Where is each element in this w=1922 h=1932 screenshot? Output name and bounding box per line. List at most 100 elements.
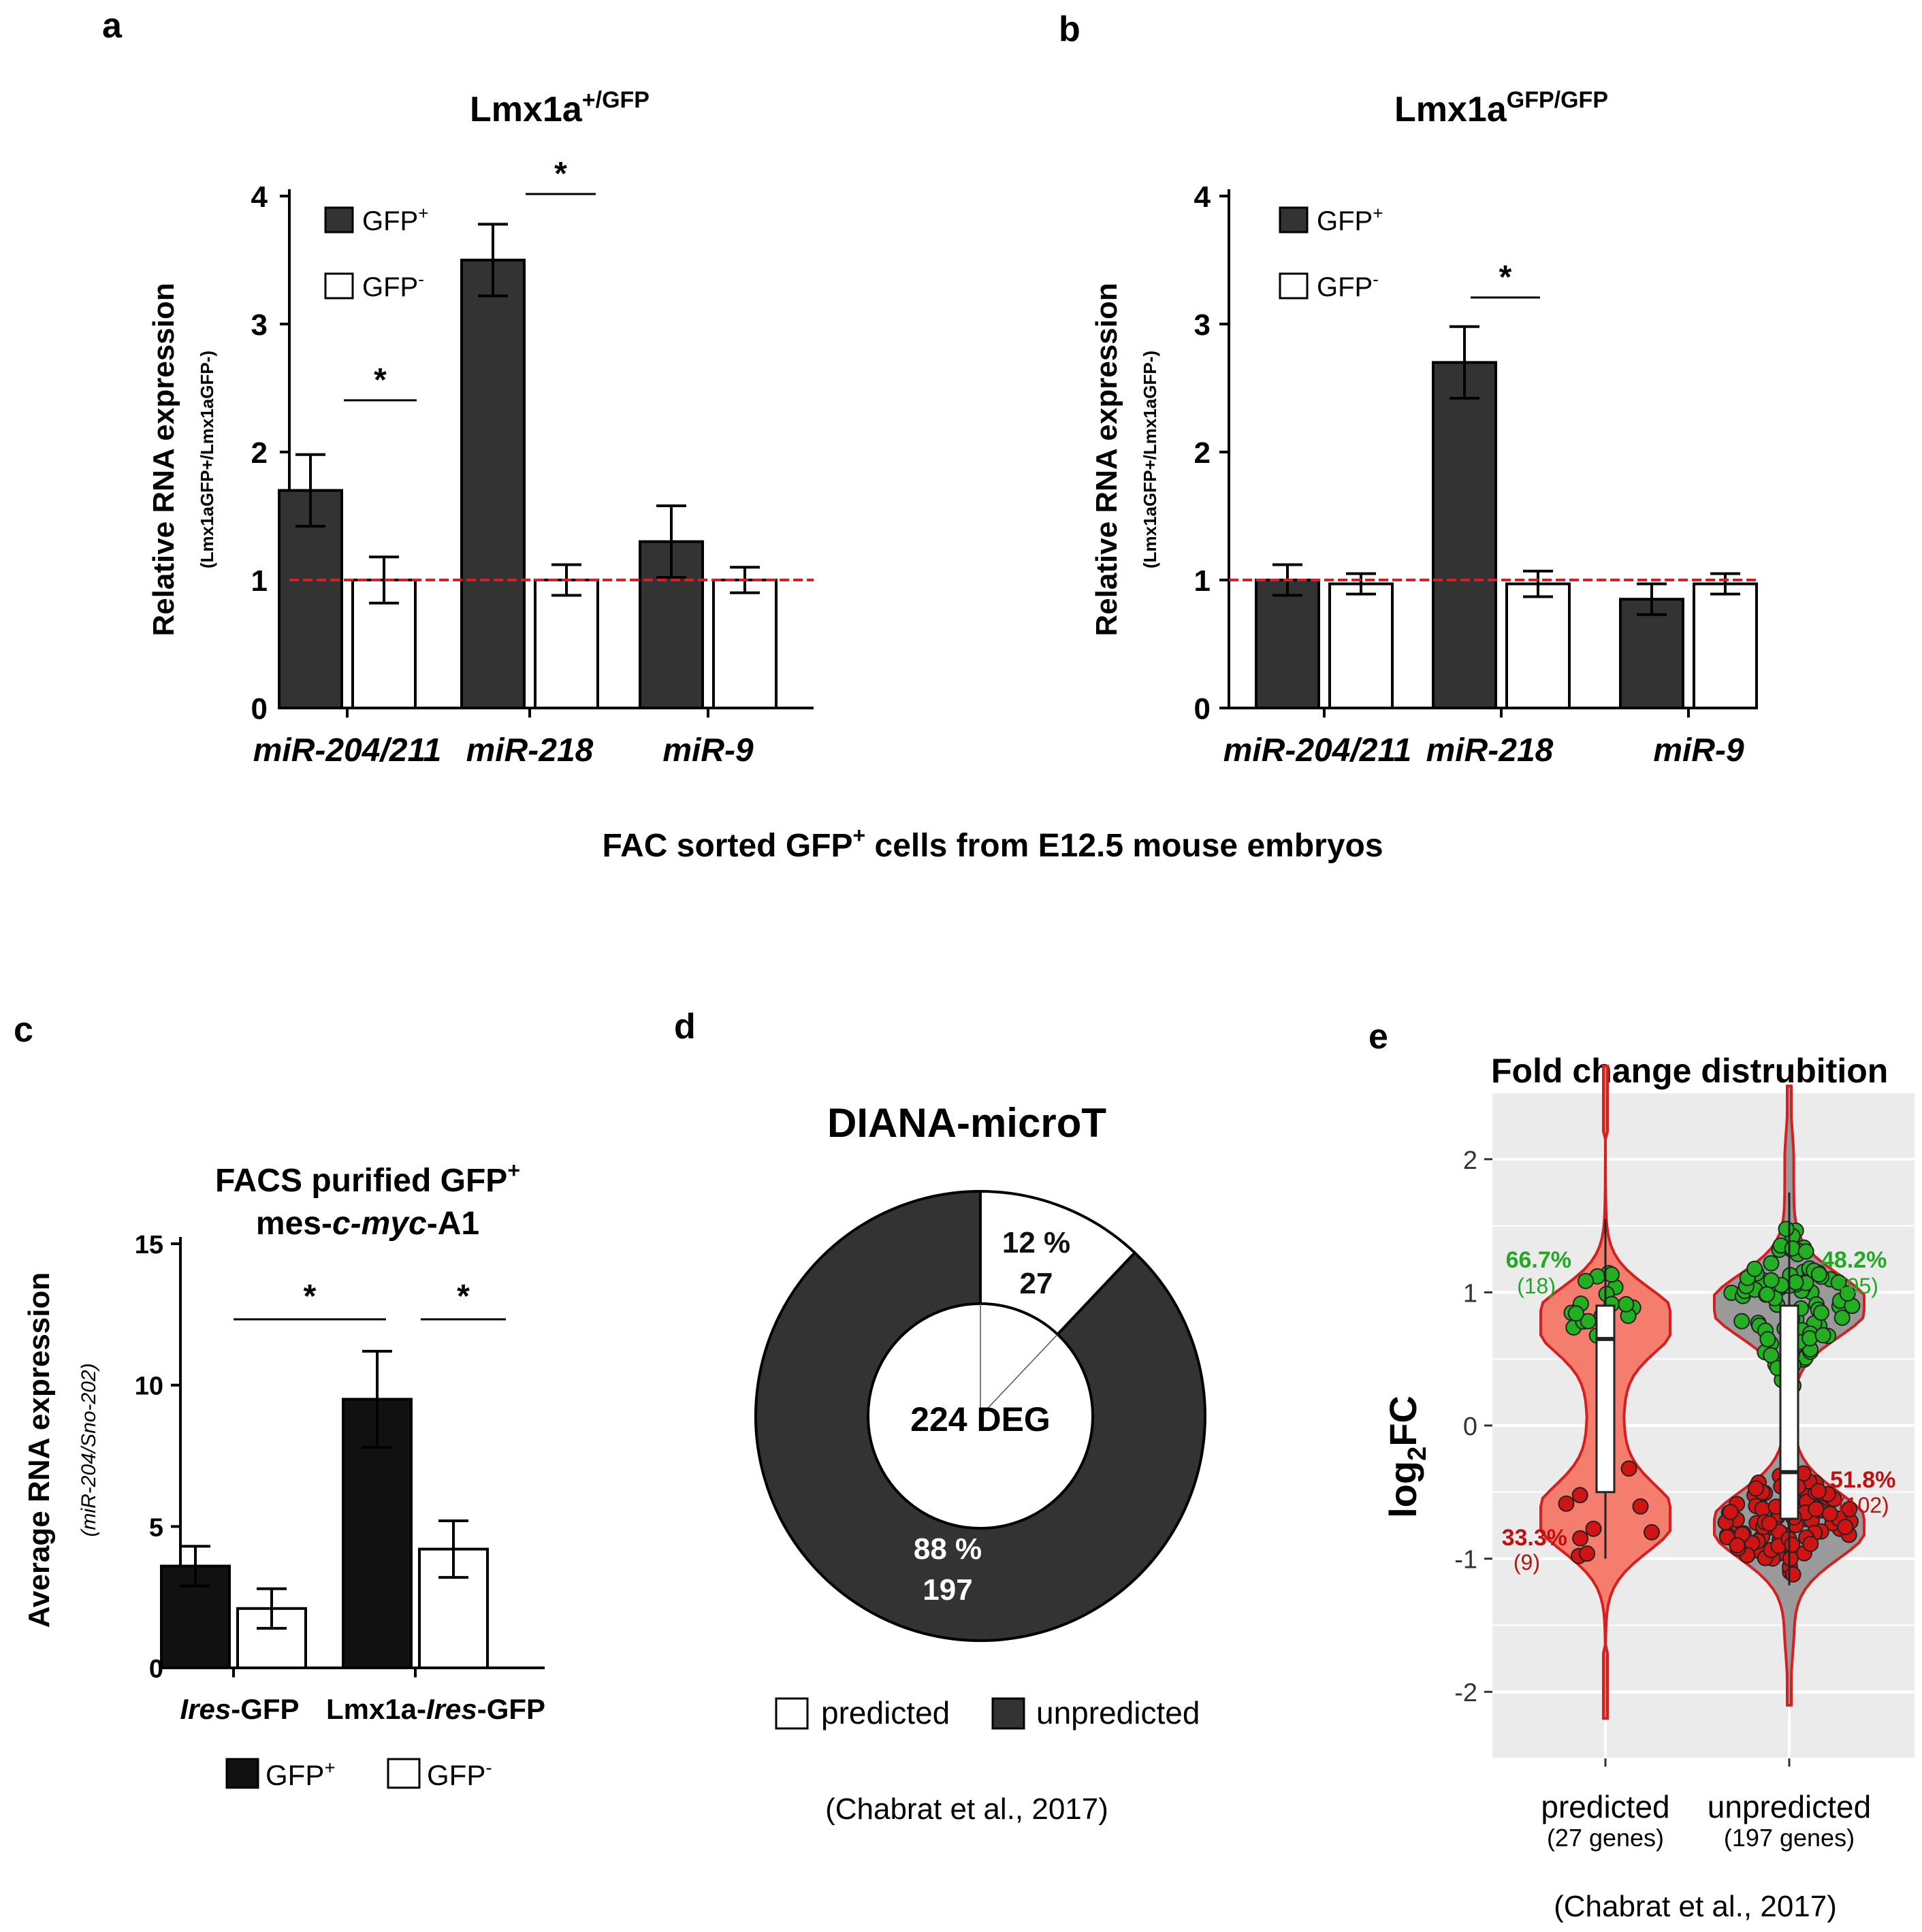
point-down — [1579, 1545, 1596, 1562]
y-tick-label: 3 — [251, 308, 268, 342]
chart-d-source: (Chabrat et al., 2017) — [825, 1792, 1108, 1826]
chart-b-ylabel-sub: (Lmx1aGFP+/Lmx1aGFP-) — [1140, 351, 1160, 568]
panel-label-b: b — [1059, 10, 1080, 49]
significance-star: * — [304, 1278, 317, 1315]
donut-inner-line — [980, 1334, 1058, 1417]
slice-label-unpredicted-count: 197 — [923, 1573, 972, 1607]
bar-gfp-minus — [534, 579, 599, 709]
point-down — [1572, 1530, 1589, 1547]
legend-c-swatch-gfp-minus — [387, 1758, 421, 1789]
bar-gfp-plus — [1255, 579, 1320, 709]
chart-c-ylabel: Average RNA expression — [22, 1272, 56, 1628]
legend-a-swatch-gfp-minus — [324, 272, 354, 300]
bar-gfp-plus — [1619, 598, 1684, 710]
point-down — [1821, 1505, 1838, 1522]
point-up — [1833, 1309, 1851, 1326]
point-down — [1748, 1480, 1764, 1497]
point-up — [1763, 1272, 1780, 1289]
xlabel-predicted: predicted — [1541, 1789, 1669, 1824]
x-category-label: miR-204/211 — [253, 732, 442, 769]
x-category-label: miR-204/211 — [1223, 732, 1412, 769]
y-tick-label: 0 — [1194, 692, 1211, 726]
panel-label-a: a — [102, 6, 123, 46]
y-tick-label: 15 — [135, 1231, 163, 1259]
chart-a-title: Lmx1a+/GFP — [470, 87, 650, 129]
point-down — [1837, 1519, 1854, 1535]
y-tick-label: -1 — [1454, 1546, 1477, 1575]
significance-star: * — [554, 156, 567, 192]
chart-c-ylabel-sub: (miR-204/Sno-202) — [78, 1363, 100, 1536]
point-down — [1571, 1487, 1588, 1504]
chart-c-title-line1: FACS purified GFP+ — [215, 1158, 520, 1199]
point-up — [1787, 1274, 1804, 1291]
point-down — [1644, 1524, 1660, 1541]
y-tick-label: 4 — [251, 180, 268, 214]
point-up — [1759, 1286, 1776, 1303]
chart-e-plot: -2 -1 0 1 2 — [1454, 1064, 1915, 1767]
point-down — [1802, 1535, 1819, 1552]
chart-b-title: Lmx1aGFP/GFP — [1394, 87, 1608, 129]
pred-up-pct: 66.7% — [1506, 1247, 1571, 1273]
point-up — [1577, 1272, 1595, 1289]
point-up — [1814, 1327, 1831, 1344]
point-up — [1801, 1330, 1819, 1347]
panel-a: a Lmx1a+/GFP Relative RNA expression (Lm… — [102, 6, 814, 769]
point-down — [1632, 1498, 1649, 1515]
point-up — [1759, 1331, 1776, 1348]
point-down — [1841, 1501, 1858, 1517]
unpred-down-n: (102) — [1838, 1493, 1889, 1517]
donut-center-label: 224 DEG — [910, 1400, 1051, 1438]
slice-label-unpredicted-percent: 88 % — [914, 1532, 982, 1566]
unpred-down-pct: 51.8% — [1830, 1467, 1895, 1493]
point-up — [1813, 1304, 1829, 1321]
chart-d-title: DIANA-microT — [827, 1100, 1106, 1146]
legend-b-swatch-gfp-minus — [1279, 272, 1309, 300]
point-down — [1808, 1500, 1825, 1517]
chart-a-ylabel-sub: (Lmx1aGFP+/Lmx1aGFP-) — [197, 351, 217, 568]
x-category-label: miR-9 — [662, 732, 754, 769]
unpred-up-n: (95) — [1840, 1274, 1878, 1298]
point-up — [1746, 1260, 1763, 1277]
chart-d-donut — [754, 1189, 1206, 1642]
point-up — [1797, 1243, 1814, 1260]
significance-star: * — [457, 1278, 470, 1315]
bar-gfp-minus — [1505, 582, 1571, 710]
legend-d-swatch-unpredicted — [991, 1697, 1025, 1730]
bar-gfp-minus — [1693, 582, 1758, 710]
y-tick-label: 0 — [149, 1655, 163, 1684]
panel-label-c: c — [14, 1010, 33, 1050]
point-up — [1830, 1274, 1847, 1291]
xlabel-unpredicted-sub: (197 genes) — [1724, 1824, 1855, 1852]
box-iqr — [1595, 1304, 1616, 1494]
chart-c-title-line2: mes-c-myc-A1 — [256, 1206, 479, 1242]
x-category-label: Lmx1a-Ires-GFP — [326, 1693, 545, 1725]
point-down — [1729, 1537, 1746, 1554]
point-up — [1763, 1347, 1780, 1364]
legend-b-swatch-gfp-plus — [1279, 206, 1309, 234]
chart-e-ylabel: log2FC — [1381, 1396, 1432, 1518]
x-category-label: Ires-GFP — [180, 1693, 299, 1725]
point-up — [1567, 1305, 1584, 1322]
panel-d: d DIANA-microT 224 DEG 12 % 27 88 % 197 … — [674, 1007, 1206, 1826]
panel-label-e: e — [1368, 1017, 1388, 1057]
panel-label-d: d — [674, 1007, 696, 1046]
point-up — [1603, 1266, 1620, 1283]
legend-d-swatch-predicted — [775, 1697, 809, 1730]
point-down — [1784, 1566, 1801, 1583]
significance-star: * — [1499, 259, 1512, 295]
panel-b: b Lmx1aGFP/GFP Relative RNA expression (… — [1059, 10, 1758, 769]
legend-d-unpredicted: unpredicted — [1036, 1695, 1200, 1730]
point-up — [1778, 1221, 1795, 1238]
point-up — [1618, 1295, 1635, 1313]
pred-down-pct: 33.3% — [1502, 1525, 1567, 1551]
chart-b-plot: 0 1 2 3 4 miR-204/211 miR-218 miR-9 * — [1194, 180, 1758, 769]
point-up — [1763, 1255, 1780, 1272]
panel-c: c FACS purified GFP+ mes-c-myc-A1 Averag… — [14, 1010, 545, 1791]
point-up — [1733, 1313, 1750, 1330]
y-tick-label: -2 — [1454, 1679, 1477, 1707]
point-down — [1620, 1460, 1637, 1477]
xlabel-unpredicted: unpredicted — [1708, 1789, 1871, 1824]
significance-star: * — [374, 362, 387, 398]
y-tick-label: 2 — [251, 436, 268, 470]
point-up — [1839, 1285, 1856, 1302]
